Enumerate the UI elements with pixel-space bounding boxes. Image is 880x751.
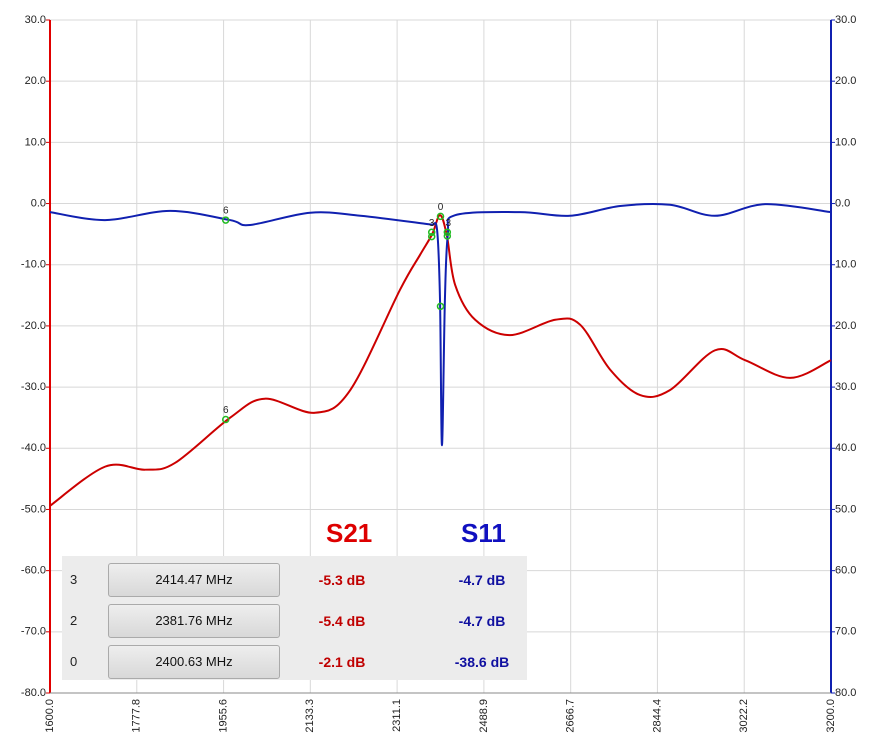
x-tick-label: 2311.1 (391, 699, 403, 732)
x-tick-label: 1777.8 (131, 699, 143, 733)
marker-label: 6 (223, 405, 229, 416)
x-tick-label: 3200.0 (825, 699, 837, 733)
y2-tick-label: 80.0 (835, 687, 856, 699)
marker-point (221, 216, 230, 224)
marker-point (443, 232, 452, 240)
s11-value: -4.7 dB (458, 613, 506, 629)
table-row: 3 2414.47 MHz -5.3 dB -4.7 dB (62, 560, 527, 598)
x-tick-label: 1955.6 (217, 699, 229, 733)
s21-value: -5.4 dB (318, 613, 366, 629)
y2-tick-label: 60.0 (835, 565, 856, 577)
s11-value: -38.6 dB (454, 654, 510, 670)
x-tick-label: 2666.7 (565, 699, 577, 733)
y2-tick-label: 30.0 (835, 381, 856, 393)
x-tick-label: 1600.0 (44, 699, 56, 733)
y-tick-label: 0.0 (31, 197, 46, 209)
y-tick-label: -40.0 (21, 442, 46, 454)
marker-point (436, 212, 445, 221)
legend-s11: S11 (461, 518, 506, 548)
marker-label: 0 (438, 202, 444, 213)
y2-tick-label: 70.0 (835, 626, 856, 638)
y2-tick-label: 0.0 (835, 197, 850, 209)
y-tick-label: -20.0 (21, 320, 46, 332)
freq-button[interactable]: 2400.63 MHz (108, 645, 280, 679)
marker-point (427, 228, 436, 237)
y-tick-label: -10.0 (21, 259, 46, 271)
marker-label: 6 (223, 206, 229, 217)
y2-tick-label: 10.0 (835, 136, 856, 148)
y2-tick-label: 10.0 (835, 259, 856, 271)
y-tick-label: -30.0 (21, 381, 46, 393)
y2-tick-label: 50.0 (835, 503, 856, 515)
s21-value: -2.1 dB (318, 654, 366, 670)
marker-point (436, 302, 445, 311)
table-row: 2 2381.76 MHz -5.4 dB -4.7 dB (62, 601, 527, 639)
s21-value: -5.3 dB (318, 572, 366, 588)
legend-s21: S21 (326, 518, 373, 548)
marker-id: 0 (70, 654, 78, 669)
y-tick-label: 30.0 (25, 14, 46, 26)
marker-table: 3 2414.47 MHz -5.3 dB -4.7 dB 2 2381.76 MHz -5… (62, 556, 527, 680)
x-tick-label: 3022.2 (738, 699, 750, 733)
y-tick-label: -70.0 (21, 626, 46, 638)
y2-tick-label: 30.0 (835, 14, 856, 26)
table-row: 0 2400.63 MHz -2.1 dB -38.6 dB (62, 642, 527, 680)
freq-button[interactable]: 2381.76 MHz (108, 604, 280, 638)
y2-tick-label: 20.0 (835, 75, 856, 87)
x-tick-label: 2133.3 (304, 699, 316, 733)
y-tick-label: 20.0 (25, 75, 46, 87)
marker-label: 3 (446, 218, 452, 229)
freq-button[interactable]: 2414.47 MHz (108, 563, 280, 597)
s11-value: -4.7 dB (458, 572, 506, 588)
y2-tick-label: 20.0 (835, 320, 856, 332)
marker-id: 3 (70, 572, 78, 587)
y-tick-label: -50.0 (21, 503, 46, 515)
y-tick-label: -60.0 (21, 565, 46, 577)
y-tick-label: 10.0 (25, 136, 46, 148)
marker-label: 3 (429, 218, 435, 229)
marker-point (427, 232, 436, 241)
marker-id: 2 (70, 613, 78, 628)
marker-point (443, 228, 452, 237)
x-tick-label: 2844.4 (651, 699, 663, 733)
y2-tick-label: 40.0 (835, 442, 856, 454)
series-line (49, 202, 832, 447)
y-tick-label: -80.0 (21, 687, 46, 699)
x-tick-label: 2488.9 (478, 699, 490, 733)
marker-point (221, 415, 230, 424)
